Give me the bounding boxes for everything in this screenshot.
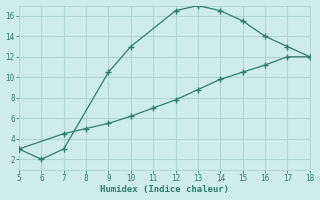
X-axis label: Humidex (Indice chaleur): Humidex (Indice chaleur) [100, 185, 229, 194]
